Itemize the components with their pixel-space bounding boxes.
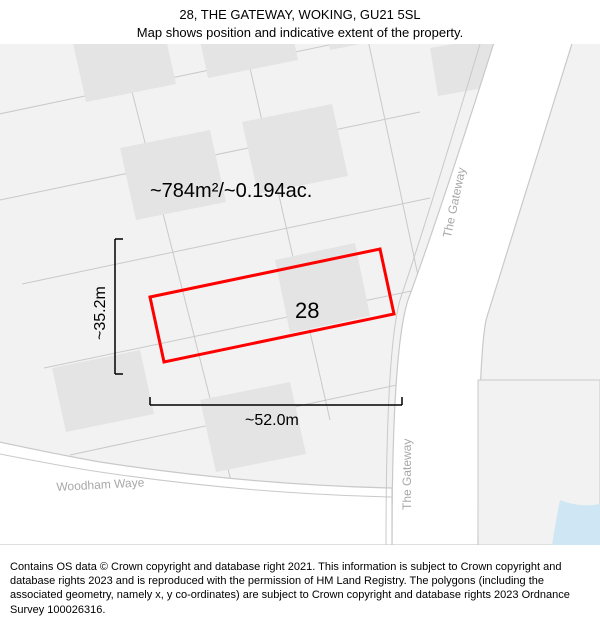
page-subtitle: Map shows position and indicative extent… (10, 24, 590, 42)
map-canvas (0, 0, 600, 545)
area-label: ~784m²/~0.194ac. (150, 180, 312, 203)
dim-height-label: ~35.2m (92, 286, 110, 340)
header: 28, THE GATEWAY, WOKING, GU21 5SL Map sh… (0, 0, 600, 45)
page-title: 28, THE GATEWAY, WOKING, GU21 5SL (10, 6, 590, 24)
dim-width-label: ~52.0m (245, 412, 299, 430)
footer-attribution: Contains OS data © Crown copyright and d… (0, 554, 600, 625)
house-number: 28 (295, 298, 319, 324)
road-label-gateway-lower: The Gateway (400, 439, 414, 510)
